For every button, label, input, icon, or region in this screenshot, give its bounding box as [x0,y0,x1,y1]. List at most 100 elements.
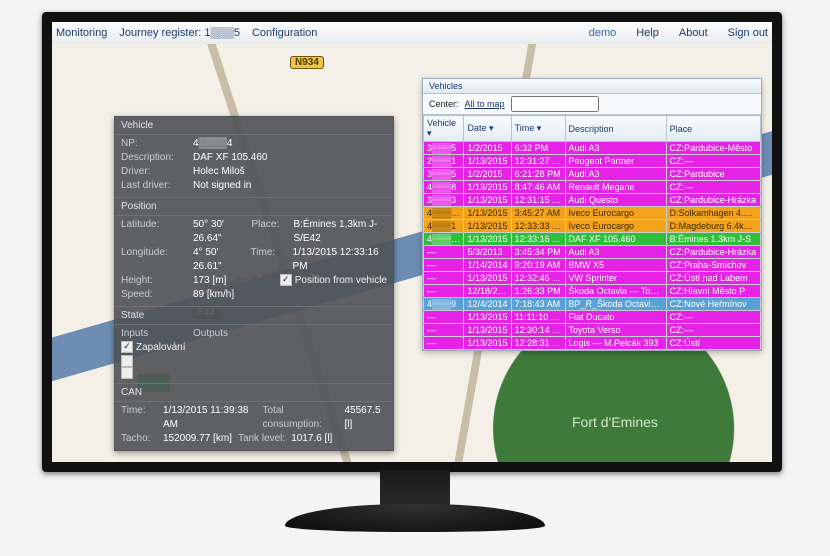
val-lon: 4° 50' 26.61" [193,246,245,274]
table-cell: 3▒▒▒3 [424,194,464,207]
table-cell: CZ:Ústí [666,337,760,350]
link-signout[interactable]: Sign out [728,27,768,39]
table-row[interactable]: —1/13/201511:11:10 AMFiat DucatoCZ:— [424,311,761,324]
table-header-row: Vehicle ▾Date ▾Time ▾DescriptionPlace [424,116,761,142]
table-row[interactable]: —5/3/20133:45:34 PMAudi A3CZ:Pardubice-H… [424,246,761,259]
table-row[interactable]: 4▒▒▒▒41/13/201512:33:16 PMDAF XF 105.460… [424,233,761,246]
table-cell: 4▒▒▒1 [424,220,464,233]
table-row[interactable]: —1/13/201512:28:31 PMLogis — M.Pelcák 39… [424,337,761,350]
lbl-height: Height: [121,274,187,288]
table-row[interactable]: —12/18/20141:26:33 PMŠkoda Octavia — Tom… [424,285,761,298]
chk-pos-from-vehicle[interactable]: Position from vehicle [280,274,387,288]
table-row[interactable]: —1/13/201512:32:46 PMVW SprinterCZ:Ústí … [424,272,761,285]
vehicles-scroll[interactable]: Vehicle ▾Date ▾Time ▾DescriptionPlace 3▒… [423,115,761,350]
table-cell: Fiat Ducato [565,311,666,324]
table-cell: BP_R_Škoda Octavia 1.6 — 0 [565,298,666,311]
table-cell: 1:26:33 PM [511,285,565,298]
lbl-place: Place: [251,218,287,246]
table-row[interactable]: 3▒▒▒31/13/201512:31:15 AMAudi QuestoCZ:P… [424,194,761,207]
col-4[interactable]: Place [666,116,760,142]
detail-state-title: State [115,307,393,325]
menu-journey-id[interactable]: 1▒▒▒5 [204,27,240,39]
table-cell: Škoda Octavia — Tomáš Blavanský — 0 [565,285,666,298]
table-cell: Audi A3 [565,168,666,181]
table-cell: 1/13/2015 [464,181,511,194]
table-row[interactable]: 4▒▒▒912/4/20147:18:43 AMBP_R_Škoda Octav… [424,298,761,311]
table-cell: Audi Questo [565,194,666,207]
table-cell: CZ:— [666,155,760,168]
table-cell: CZ:Pardubice [666,168,760,181]
map-canvas[interactable]: N934 E42 Autoroute de Wallonie Fort d'Em… [52,44,772,462]
lbl-last-driver: Last driver: [121,179,187,193]
lbl-lat: Latitude: [121,218,187,246]
link-all-to-map[interactable]: All to map [465,99,505,109]
table-cell: 1/13/2015 [464,272,511,285]
chk-input-3[interactable] [121,367,133,379]
table-cell: 3▒▒▒5 [424,168,464,181]
table-row[interactable]: 4▒▒▒81/13/20158:47:46 AMRenault MeganeCZ… [424,181,761,194]
table-row[interactable]: 4▒▒▒▒01/13/20153:45:27 AMIveco Eurocargo… [424,207,761,220]
table-row[interactable]: 4▒▒▒11/13/201512:33:33 PMIveco Eurocargo… [424,220,761,233]
detail-position-title: Position [115,198,393,216]
chk-ignition[interactable]: Zapalování [121,341,185,355]
screen: Monitoring Journey register: 1▒▒▒5 Confi… [52,22,772,462]
val-tc: 45567.5 [l] [344,404,387,432]
table-cell: Audi A3 [565,246,666,259]
val-lat: 50° 30' 26.64" [193,218,245,246]
menu-config[interactable]: Configuration [252,27,317,39]
menu-journey[interactable]: Journey register: 1▒▒▒5 [119,27,240,39]
table-cell: 1/14/2014 [464,259,511,272]
val-can-time: 1/13/2015 11:39:38 AM [163,404,257,432]
table-cell: 1/13/2015 [464,220,511,233]
menu-monitoring[interactable]: Monitoring [56,27,107,39]
col-3[interactable]: Description [565,116,666,142]
table-row[interactable]: —1/13/201512:30:14 PMToyota VersoCZ:— [424,324,761,337]
val-time: 1/13/2015 12:33:16 PM [293,246,387,274]
table-cell: CZ:— [666,324,760,337]
road-shield-n934: N934 [290,56,324,69]
link-about[interactable]: About [679,27,708,39]
table-cell: BMW X5 [565,259,666,272]
vehicles-panel-title: Vehicles [423,79,761,94]
col-2[interactable]: Time ▾ [511,116,565,142]
table-cell: — [424,324,464,337]
table-cell: 6:21:28 PM [511,168,565,181]
detail-section-can: Time:1/13/2015 11:39:38 AM Total consump… [115,402,393,450]
table-cell: Logis — M.Pelcák 393 [565,337,666,350]
lbl-tacho: Tacho: [121,432,157,446]
table-cell: CZ:Praha-Smíchov [666,259,760,272]
table-row[interactable]: 3▒▒▒51/2/20156:21:28 PMAudi A3CZ:Pardubi… [424,168,761,181]
table-cell: Peugeot Partner [565,155,666,168]
vehicles-panel-tools: Center: All to map [423,94,761,115]
link-help[interactable]: Help [636,27,659,39]
val-height: 173 [m] [193,274,226,288]
table-cell: 12:28:31 PM [511,337,565,350]
detail-section-state: InputsOutputs Zapalování [115,325,393,384]
lbl-speed: Speed: [121,288,187,302]
lbl-can-time: Time: [121,404,157,432]
lbl-tank: Tank level: [238,432,285,446]
table-cell: 1/13/2015 [464,324,511,337]
chk-input-2[interactable] [121,355,133,367]
table-cell: — [424,272,464,285]
col-1[interactable]: Date ▾ [464,116,511,142]
table-cell: — [424,259,464,272]
vehicles-table: Vehicle ▾Date ▾Time ▾DescriptionPlace 3▒… [423,115,761,350]
user-demo: demo [589,27,617,39]
detail-title: Vehicle [115,117,393,135]
table-cell: Iveco Eurocargo [565,207,666,220]
table-cell: D:Solkamhagen 4.7km [666,207,760,220]
table-cell: Audi A3 [565,142,666,155]
table-cell: 12:32:46 PM [511,272,565,285]
table-cell: 12:31:27 PM [511,155,565,168]
table-row[interactable]: 3▒▒▒51/2/20156:32 PMAudi A3CZ:Pardubice-… [424,142,761,155]
table-cell: 8:47:46 AM [511,181,565,194]
search-input[interactable] [511,96,599,112]
table-row[interactable]: —1/14/20149:20:19 AMBMW X5CZ:Praha-Smích… [424,259,761,272]
col-0[interactable]: Vehicle ▾ [424,116,464,142]
table-cell: 7:18:43 AM [511,298,565,311]
map-label-fort: Fort d'Emines [572,414,658,430]
table-cell: 1/2/2015 [464,142,511,155]
detail-section-position: Latitude:50° 30' 26.64" Place:B:Émines 1… [115,216,393,307]
table-row[interactable]: 2▒▒▒11/13/201512:31:27 PMPeugeot Partner… [424,155,761,168]
